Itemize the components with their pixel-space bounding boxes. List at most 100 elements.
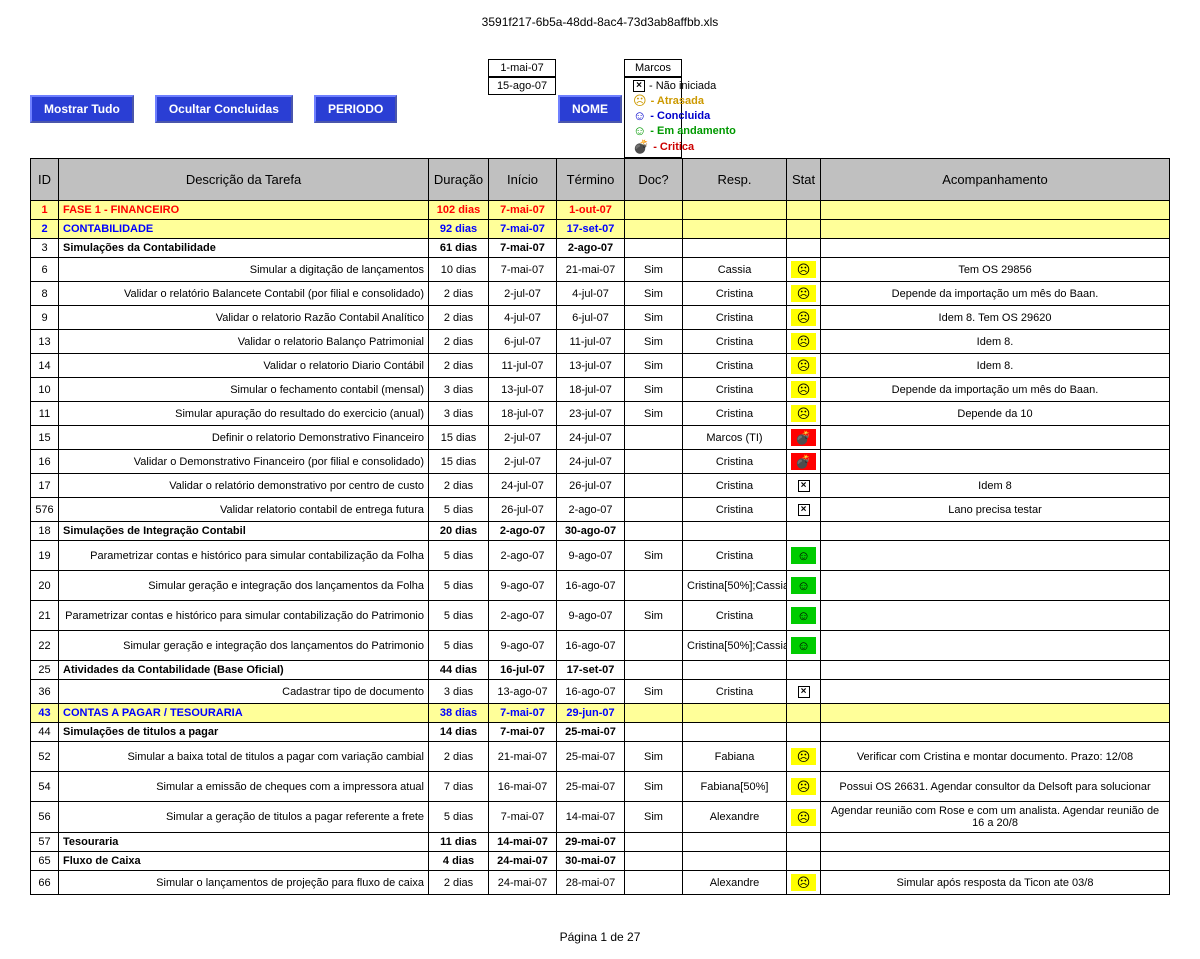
cell-inicio: 7-mai-07 — [489, 802, 557, 833]
cell-termino: 1-out-07 — [557, 201, 625, 220]
cell-id: 11 — [31, 402, 59, 426]
cell-termino: 2-ago-07 — [557, 498, 625, 522]
cell-inicio: 7-mai-07 — [489, 258, 557, 282]
cell-acomp — [821, 661, 1170, 680]
cell-id: 16 — [31, 450, 59, 474]
cell-resp — [683, 852, 787, 871]
cell-termino: 30-ago-07 — [557, 522, 625, 541]
cell-acomp: Idem 8 — [821, 474, 1170, 498]
cell-dur: 11 dias — [429, 833, 489, 852]
cell-desc: Validar o relatório Balancete Contabil (… — [59, 282, 429, 306]
table-row: 25Atividades da Contabilidade (Base Ofic… — [31, 661, 1170, 680]
cell-acomp: Possui OS 26631. Agendar consultor da De… — [821, 772, 1170, 802]
cell-doc: Sim — [625, 402, 683, 426]
cell-inicio: 21-mai-07 — [489, 742, 557, 772]
cell-termino: 4-jul-07 — [557, 282, 625, 306]
ocultar-concluidas-button[interactable]: Ocultar Concluidas — [155, 95, 293, 123]
cell-termino: 16-ago-07 — [557, 680, 625, 704]
cell-stat: ☺ — [787, 601, 821, 631]
cell-acomp: Agendar reunião com Rose e com um analis… — [821, 802, 1170, 833]
cell-resp: Cristina — [683, 354, 787, 378]
cell-resp: Fabiana — [683, 742, 787, 772]
filename-label: 3591f217-6b5a-48dd-8ac4-73d3ab8affbb.xls — [30, 15, 1170, 29]
cell-acomp — [821, 601, 1170, 631]
cell-inicio: 14-mai-07 — [489, 833, 557, 852]
cell-id: 43 — [31, 704, 59, 723]
table-row: 21Parametrizar contas e histórico para s… — [31, 601, 1170, 631]
table-row: 43CONTAS A PAGAR / TESOURARIA38 dias7-ma… — [31, 704, 1170, 723]
cell-resp: Alexandre — [683, 871, 787, 895]
cell-acomp — [821, 220, 1170, 239]
cell-resp — [683, 704, 787, 723]
cell-id: 3 — [31, 239, 59, 258]
cell-acomp — [821, 704, 1170, 723]
cell-acomp: Idem 8. — [821, 354, 1170, 378]
cell-dur: 61 dias — [429, 239, 489, 258]
cell-dur: 10 dias — [429, 258, 489, 282]
header-stat: Stat — [787, 159, 821, 201]
cell-termino: 9-ago-07 — [557, 541, 625, 571]
header-id: ID — [31, 159, 59, 201]
status-na-icon: × — [798, 480, 810, 492]
critical-icon: 💣 — [633, 139, 649, 155]
header-resp: Resp. — [683, 159, 787, 201]
cell-dur: 5 dias — [429, 631, 489, 661]
table-row: 19Parametrizar contas e histórico para s… — [31, 541, 1170, 571]
cell-resp: Cristina — [683, 330, 787, 354]
cell-desc: Validar o relatorio Razão Contabil Analí… — [59, 306, 429, 330]
cell-dur: 15 dias — [429, 426, 489, 450]
cell-doc — [625, 522, 683, 541]
cell-acomp: Depende da 10 — [821, 402, 1170, 426]
cell-id: 66 — [31, 871, 59, 895]
status-progress-icon: ☺ — [797, 549, 810, 562]
cell-id: 17 — [31, 474, 59, 498]
cell-inicio: 4-jul-07 — [489, 306, 557, 330]
cell-desc: Validar o relatório demonstrativo por ce… — [59, 474, 429, 498]
header-acomp: Acompanhamento — [821, 159, 1170, 201]
cell-inicio: 9-ago-07 — [489, 571, 557, 601]
cell-termino: 17-set-07 — [557, 220, 625, 239]
cell-inicio: 6-jul-07 — [489, 330, 557, 354]
cell-dur: 2 dias — [429, 354, 489, 378]
table-row: 10Simular o fechamento contabil (mensal)… — [31, 378, 1170, 402]
status-na-icon: × — [798, 504, 810, 516]
cell-stat: ☹ — [787, 772, 821, 802]
cell-desc: CONTAS A PAGAR / TESOURARIA — [59, 704, 429, 723]
cell-acomp — [821, 571, 1170, 601]
mostrar-tudo-button[interactable]: Mostrar Tudo — [30, 95, 134, 123]
cell-resp: Cristina — [683, 680, 787, 704]
cell-dur: 2 dias — [429, 742, 489, 772]
table-row: 11Simular apuração do resultado do exerc… — [31, 402, 1170, 426]
cell-doc — [625, 571, 683, 601]
nome-button[interactable]: NOME — [558, 95, 622, 123]
late-icon: ☹ — [633, 94, 647, 107]
cell-stat — [787, 661, 821, 680]
status-late-icon: ☹ — [797, 780, 811, 793]
cell-id: 65 — [31, 852, 59, 871]
cell-doc — [625, 450, 683, 474]
cell-inicio: 2-jul-07 — [489, 282, 557, 306]
cell-id: 20 — [31, 571, 59, 601]
cell-desc: Cadastrar tipo de documento — [59, 680, 429, 704]
cell-id: 54 — [31, 772, 59, 802]
status-late-icon: ☹ — [797, 811, 811, 824]
header-termino: Término — [557, 159, 625, 201]
periodo-button[interactable]: PERIODO — [314, 95, 397, 123]
top-toolbar: Mostrar Tudo Ocultar Concluidas PERIODO … — [30, 59, 1170, 158]
cell-desc: Validar o Demonstrativo Financeiro (por … — [59, 450, 429, 474]
cell-resp — [683, 239, 787, 258]
cell-dur: 44 dias — [429, 661, 489, 680]
cell-termino: 18-jul-07 — [557, 378, 625, 402]
cell-stat: ☹ — [787, 742, 821, 772]
status-late-icon: ☹ — [797, 750, 811, 763]
status-late-icon: ☹ — [797, 263, 811, 276]
cell-desc: Fluxo de Caixa — [59, 852, 429, 871]
cell-acomp: Depende da importação um mês do Baan. — [821, 282, 1170, 306]
cell-stat: ☹ — [787, 258, 821, 282]
cell-resp — [683, 661, 787, 680]
cell-inicio: 24-mai-07 — [489, 871, 557, 895]
cell-stat — [787, 833, 821, 852]
table-row: 9Validar o relatorio Razão Contabil Anal… — [31, 306, 1170, 330]
cell-resp — [683, 201, 787, 220]
cell-inicio: 2-ago-07 — [489, 541, 557, 571]
